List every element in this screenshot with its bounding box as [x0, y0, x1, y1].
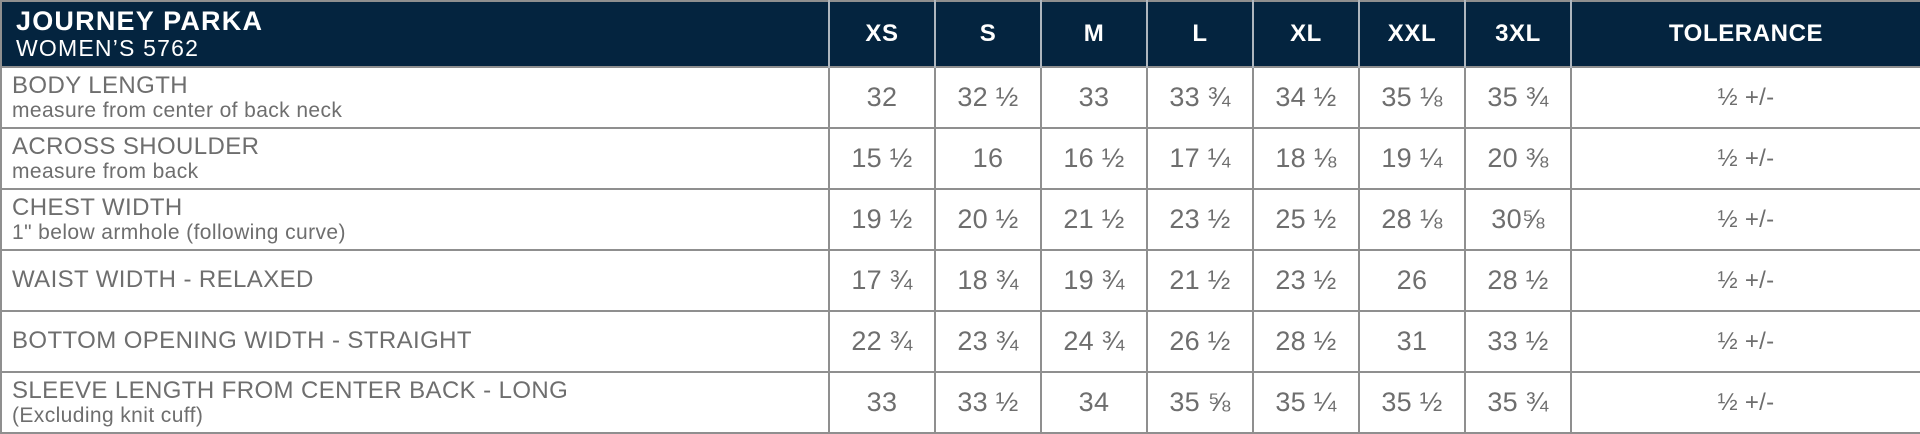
product-title: JOURNEY PARKA: [16, 6, 264, 36]
size-value-xs: 17 ¾: [828, 249, 936, 312]
measurement-name: SLEEVE LENGTH FROM CENTER BACK - LONG: [12, 376, 569, 404]
size-value-xs: 15 ½: [828, 127, 936, 190]
size-value-l: 33 ¾: [1146, 66, 1254, 129]
size-value-l: 35 ⅝: [1146, 371, 1254, 434]
size-value-s: 20 ½: [934, 188, 1042, 251]
size-value-l: 21 ½: [1146, 249, 1254, 312]
measurement-name: BODY LENGTH: [12, 71, 188, 99]
column-header-xs: XS: [829, 1, 936, 67]
tolerance-value: ½ +/-: [1570, 249, 1920, 312]
measurement-label-cell: CHEST WIDTH 1" below armhole (following c…: [0, 188, 830, 251]
size-value-3xl: 33 ½: [1464, 310, 1572, 373]
column-header-tolerance: TOLERANCE: [1571, 1, 1920, 67]
size-value-xl: 34 ½: [1252, 66, 1360, 129]
size-value-m: 16 ½: [1040, 127, 1148, 190]
size-value-xl: 23 ½: [1252, 249, 1360, 312]
size-value-m: 34: [1040, 371, 1148, 434]
column-header-3xl: 3XL: [1465, 1, 1572, 67]
table-row: WAIST WIDTH - RELAXED 17 ¾ 18 ¾ 19 ¾ 21 ½ 23 …: [0, 249, 1920, 312]
size-value-xs: 19 ½: [828, 188, 936, 251]
column-header-xxl: XXL: [1359, 1, 1466, 67]
size-value-xl: 18 ⅛: [1252, 127, 1360, 190]
measurement-label-cell: BODY LENGTH measure from center of back n…: [0, 66, 830, 129]
measurement-label-cell: BOTTOM OPENING WIDTH - STRAIGHT: [0, 310, 830, 373]
size-value-s: 33 ½: [934, 371, 1042, 434]
size-value-s: 16: [934, 127, 1042, 190]
column-header-m: M: [1041, 1, 1148, 67]
table-row: CHEST WIDTH 1" below armhole (following c…: [0, 188, 1920, 251]
table-row: BODY LENGTH measure from center of back n…: [0, 66, 1920, 129]
size-value-xxl: 26: [1358, 249, 1466, 312]
column-header-l: L: [1147, 1, 1254, 67]
size-value-xl: 28 ½: [1252, 310, 1360, 373]
size-value-xs: 32: [828, 66, 936, 129]
size-value-m: 33: [1040, 66, 1148, 129]
tolerance-value: ½ +/-: [1570, 310, 1920, 373]
size-value-xxl: 35 ⅛: [1358, 66, 1466, 129]
measurement-description: measure from center of back neck: [12, 99, 343, 123]
measurement-description: (Excluding knit cuff): [12, 404, 204, 428]
tolerance-value: ½ +/-: [1570, 66, 1920, 129]
measurement-rows: BODY LENGTH measure from center of back n…: [0, 66, 1920, 434]
size-value-xs: 22 ¾: [828, 310, 936, 373]
tolerance-value: ½ +/-: [1570, 127, 1920, 190]
size-value-3xl: 35 ¾: [1464, 66, 1572, 129]
size-value-3xl: 28 ½: [1464, 249, 1572, 312]
header-row: JOURNEY PARKA WOMEN’S 5762 XS S M L XL XXL 3XL…: [1, 1, 1920, 67]
measurement-description: 1" below armhole (following curve): [12, 221, 346, 245]
measurement-label-cell: SLEEVE LENGTH FROM CENTER BACK - LONG (Ex…: [0, 371, 830, 434]
measurement-description: measure from back: [12, 160, 199, 184]
measurement-name: CHEST WIDTH: [12, 193, 183, 221]
size-value-3xl: 35 ¾: [1464, 371, 1572, 434]
measurement-label-cell: ACROSS SHOULDER measure from back: [0, 127, 830, 190]
size-value-xxl: 35 ½: [1358, 371, 1466, 434]
size-value-xxl: 31: [1358, 310, 1466, 373]
size-value-m: 21 ½: [1040, 188, 1148, 251]
size-value-l: 26 ½: [1146, 310, 1254, 373]
size-value-xl: 35 ¼: [1252, 371, 1360, 434]
tolerance-value: ½ +/-: [1570, 188, 1920, 251]
size-value-xxl: 28 ⅛: [1358, 188, 1466, 251]
column-header-s: S: [935, 1, 1042, 67]
size-value-xs: 33: [828, 371, 936, 434]
product-subtitle: WOMEN’S 5762: [16, 35, 200, 62]
size-value-m: 24 ¾: [1040, 310, 1148, 373]
column-header-xl: XL: [1253, 1, 1360, 67]
table-row: SLEEVE LENGTH FROM CENTER BACK - LONG (Ex…: [0, 371, 1920, 434]
size-value-xxl: 19 ¼: [1358, 127, 1466, 190]
tolerance-value: ½ +/-: [1570, 371, 1920, 434]
size-value-xl: 25 ½: [1252, 188, 1360, 251]
size-value-3xl: 20 ⅜: [1464, 127, 1572, 190]
size-value-s: 18 ¾: [934, 249, 1042, 312]
measurement-name: BOTTOM OPENING WIDTH - STRAIGHT: [12, 327, 472, 355]
product-header-cell: JOURNEY PARKA WOMEN’S 5762: [1, 1, 830, 67]
table-row: ACROSS SHOULDER measure from back 15 ½ 16 16…: [0, 127, 1920, 190]
size-value-l: 23 ½: [1146, 188, 1254, 251]
size-value-s: 32 ½: [934, 66, 1042, 129]
size-value-m: 19 ¾: [1040, 249, 1148, 312]
size-value-s: 23 ¾: [934, 310, 1042, 373]
measurement-label-cell: WAIST WIDTH - RELAXED: [0, 249, 830, 312]
size-value-3xl: 30⅝: [1464, 188, 1572, 251]
size-value-l: 17 ¼: [1146, 127, 1254, 190]
measurement-name: ACROSS SHOULDER: [12, 132, 260, 160]
measurement-name: WAIST WIDTH - RELAXED: [12, 266, 314, 294]
